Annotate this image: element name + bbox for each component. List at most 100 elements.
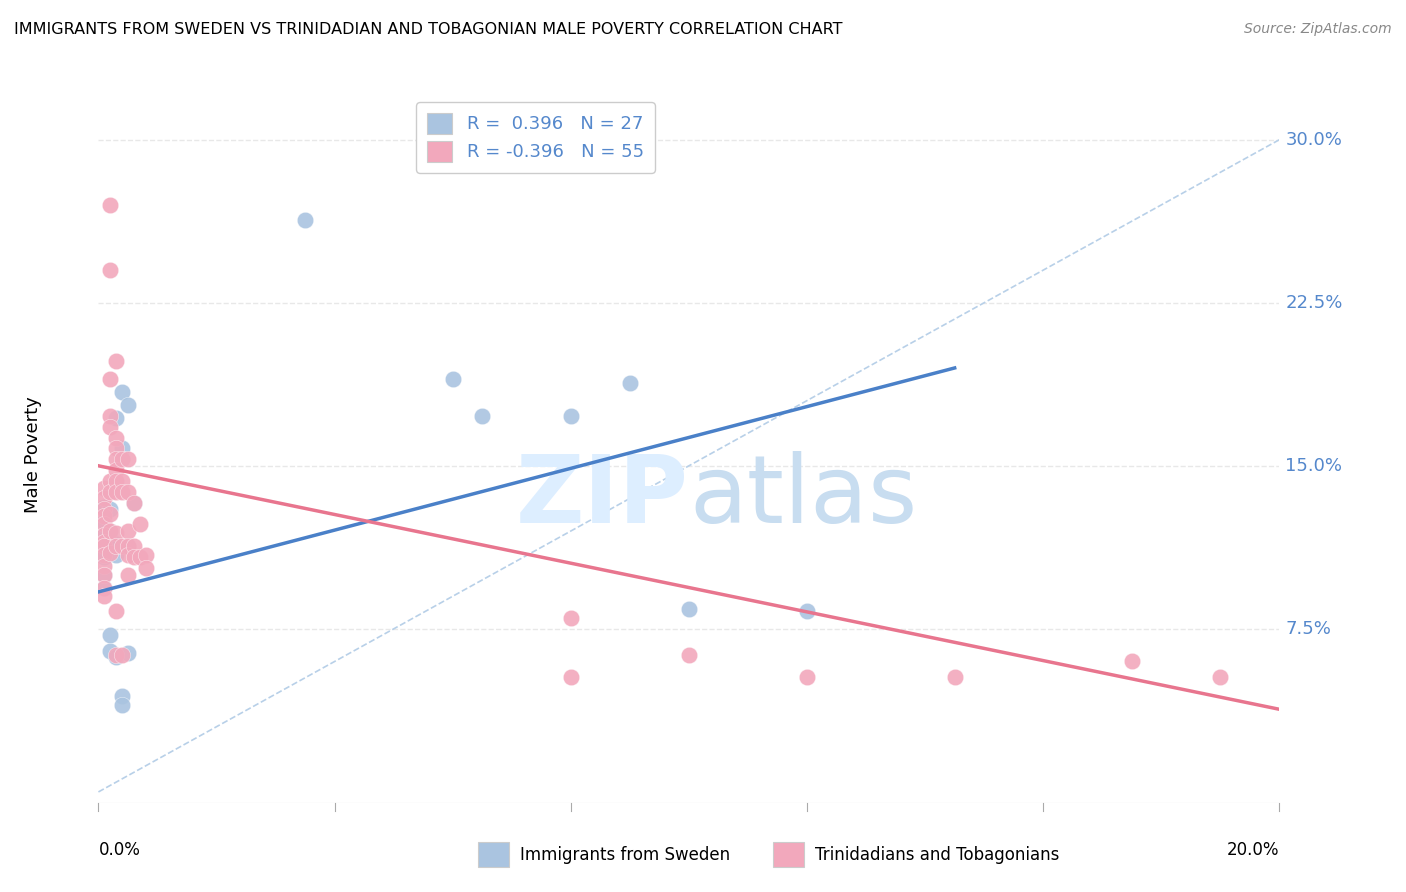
Point xyxy=(678,602,700,616)
Point xyxy=(98,507,121,521)
Point xyxy=(105,537,128,551)
Point xyxy=(98,502,121,516)
Point xyxy=(111,442,134,456)
Point xyxy=(117,548,139,562)
Bar xyxy=(478,842,509,867)
Text: ZIP: ZIP xyxy=(516,450,689,542)
Point xyxy=(1209,670,1232,684)
Point xyxy=(105,539,128,553)
Point xyxy=(117,539,139,553)
Point xyxy=(122,539,145,553)
Point xyxy=(98,531,121,545)
Point xyxy=(93,508,115,523)
Legend: R =  0.396   N = 27, R = -0.396   N = 55: R = 0.396 N = 27, R = -0.396 N = 55 xyxy=(416,103,655,173)
Point xyxy=(560,611,582,625)
Point xyxy=(98,474,121,488)
Point xyxy=(111,474,134,488)
Point xyxy=(105,548,128,562)
Point xyxy=(105,526,128,541)
Point xyxy=(796,670,818,684)
Point xyxy=(1121,655,1143,669)
Point xyxy=(98,524,121,538)
Point xyxy=(98,372,121,386)
Point xyxy=(93,500,115,514)
Point xyxy=(105,474,128,488)
Point xyxy=(105,442,128,456)
Point xyxy=(111,539,134,553)
Point xyxy=(122,550,145,565)
Text: atlas: atlas xyxy=(689,450,917,542)
Point xyxy=(93,537,115,551)
Text: IMMIGRANTS FROM SWEDEN VS TRINIDADIAN AND TOBAGONIAN MALE POVERTY CORRELATION CH: IMMIGRANTS FROM SWEDEN VS TRINIDADIAN AN… xyxy=(14,22,842,37)
Point xyxy=(98,546,121,560)
Point xyxy=(93,481,115,495)
Point xyxy=(93,539,115,553)
Point xyxy=(105,650,128,665)
Text: Male Poverty: Male Poverty xyxy=(24,397,42,513)
Point xyxy=(117,524,139,538)
Point xyxy=(98,409,121,423)
Text: Immigrants from Sweden: Immigrants from Sweden xyxy=(520,846,730,863)
Point xyxy=(98,198,121,212)
Point xyxy=(98,419,121,434)
Point xyxy=(98,484,121,499)
Point xyxy=(93,567,115,582)
Text: Source: ZipAtlas.com: Source: ZipAtlas.com xyxy=(1244,22,1392,37)
Point xyxy=(619,376,641,391)
Text: 20.0%: 20.0% xyxy=(1227,841,1279,859)
Point xyxy=(678,648,700,662)
Point xyxy=(93,558,115,573)
Point xyxy=(93,528,115,542)
Point xyxy=(122,496,145,510)
Point xyxy=(93,491,115,506)
Point xyxy=(98,524,121,538)
Point xyxy=(117,484,139,499)
Point xyxy=(117,452,139,467)
Point xyxy=(93,517,115,532)
Point xyxy=(111,648,134,662)
Point xyxy=(93,550,115,565)
Point xyxy=(105,648,128,662)
Point xyxy=(135,561,157,575)
Point xyxy=(98,643,121,657)
Point xyxy=(93,567,115,582)
Point xyxy=(560,409,582,423)
Point xyxy=(105,605,128,619)
Point xyxy=(93,516,115,530)
Point xyxy=(111,690,134,704)
Point xyxy=(111,452,134,467)
Point xyxy=(128,550,150,565)
Bar xyxy=(773,842,804,867)
Point xyxy=(471,409,494,423)
Point xyxy=(93,548,115,562)
Point xyxy=(117,567,139,582)
Point xyxy=(105,484,128,499)
Point xyxy=(943,670,966,684)
Point xyxy=(93,502,115,516)
Point xyxy=(111,452,134,467)
Point xyxy=(105,463,128,477)
Point xyxy=(93,581,115,595)
Point xyxy=(122,496,145,510)
Point xyxy=(98,263,121,277)
Point xyxy=(111,384,134,399)
Point xyxy=(135,548,157,562)
Text: 7.5%: 7.5% xyxy=(1285,620,1331,638)
Point xyxy=(117,398,139,412)
Point xyxy=(105,430,128,444)
Text: 30.0%: 30.0% xyxy=(1285,130,1343,149)
Point xyxy=(111,698,134,712)
Point xyxy=(98,628,121,642)
Point xyxy=(128,517,150,532)
Point xyxy=(105,354,128,368)
Point xyxy=(111,484,134,499)
Point xyxy=(117,646,139,660)
Point xyxy=(93,528,115,542)
Text: Trinidadians and Tobagonians: Trinidadians and Tobagonians xyxy=(815,846,1060,863)
Text: 15.0%: 15.0% xyxy=(1285,457,1343,475)
Point xyxy=(117,539,139,553)
Point xyxy=(294,213,316,227)
Point xyxy=(796,605,818,619)
Text: 0.0%: 0.0% xyxy=(98,841,141,859)
Point xyxy=(93,589,115,603)
